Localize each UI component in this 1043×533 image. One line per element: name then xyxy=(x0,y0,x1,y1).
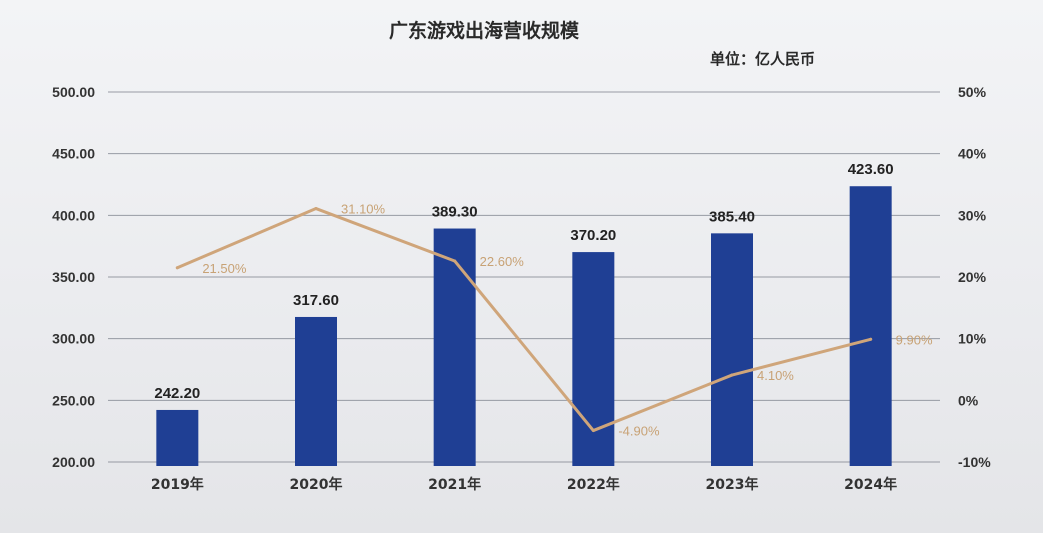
y-left-tick-label: 300.00 xyxy=(52,331,95,347)
y-left-tick-label: 450.00 xyxy=(52,146,95,162)
unit-label: 单位：亿人民币 xyxy=(710,50,815,68)
y-right-tick-label: 30% xyxy=(958,207,987,223)
line-value-label: 21.50% xyxy=(202,261,247,276)
line-value-label: 9.90% xyxy=(896,332,933,347)
y-left-tick-label: 200.00 xyxy=(52,454,95,470)
bar-series xyxy=(156,186,892,466)
bar-value-label: 370.20 xyxy=(570,227,616,244)
bar xyxy=(156,409,199,466)
x-tick-label: 2021年 xyxy=(428,476,481,493)
bar-value-label: 423.60 xyxy=(848,161,894,178)
growth-line xyxy=(175,207,873,433)
y-right-tick-label: 20% xyxy=(958,269,987,285)
bar-value-label: 242.20 xyxy=(154,385,200,402)
bar xyxy=(295,316,337,466)
line-point xyxy=(453,259,457,263)
line-value-label: 22.60% xyxy=(480,254,525,269)
y-right-tick-label: 10% xyxy=(958,331,987,347)
y-right-tick-label: 40% xyxy=(958,146,987,162)
y-left-tick-label: 350.00 xyxy=(52,269,95,285)
line-point xyxy=(175,266,179,270)
y-right-tick-label: 50% xyxy=(958,84,987,100)
bar xyxy=(572,252,615,466)
line-value-label: 31.10% xyxy=(341,202,386,217)
grid-lines xyxy=(108,91,940,463)
x-tick-label: 2024年 xyxy=(844,476,897,493)
data-labels: 242.20 317.60 389.30 370.20 385.40 423.60 21.5… xyxy=(154,161,933,438)
x-tick-label: 2020年 xyxy=(290,476,343,493)
bar xyxy=(711,233,753,466)
line-point xyxy=(591,429,595,433)
y-left-tick-label: 500.00 xyxy=(52,84,95,100)
y-right-tick-label: -10% xyxy=(958,454,991,470)
y-left-tick-label: 250.00 xyxy=(52,392,95,408)
x-tick-label: 2022年 xyxy=(567,476,620,493)
line-value-label: 4.10% xyxy=(757,368,794,383)
bar xyxy=(849,186,892,466)
line-point xyxy=(314,207,318,211)
line-point xyxy=(730,373,734,377)
line-value-label: -4.90% xyxy=(618,424,660,439)
x-tick-label: 2019年 xyxy=(151,476,204,493)
x-tick-label: 2023年 xyxy=(706,476,759,493)
chart-title: 广东游戏出海营收规模 xyxy=(389,19,580,42)
axis-labels: 500.00 450.00 400.00 350.00 300.00 250.00 200.… xyxy=(52,84,991,493)
y-left-tick-label: 400.00 xyxy=(52,207,95,223)
bar-value-label: 385.40 xyxy=(709,208,755,225)
growth-line-series xyxy=(175,207,873,433)
bar xyxy=(433,228,476,466)
bar-value-label: 317.60 xyxy=(293,292,339,309)
y-right-tick-label: 0% xyxy=(958,392,979,408)
bar-value-label: 389.30 xyxy=(432,204,478,221)
line-point xyxy=(869,337,873,341)
